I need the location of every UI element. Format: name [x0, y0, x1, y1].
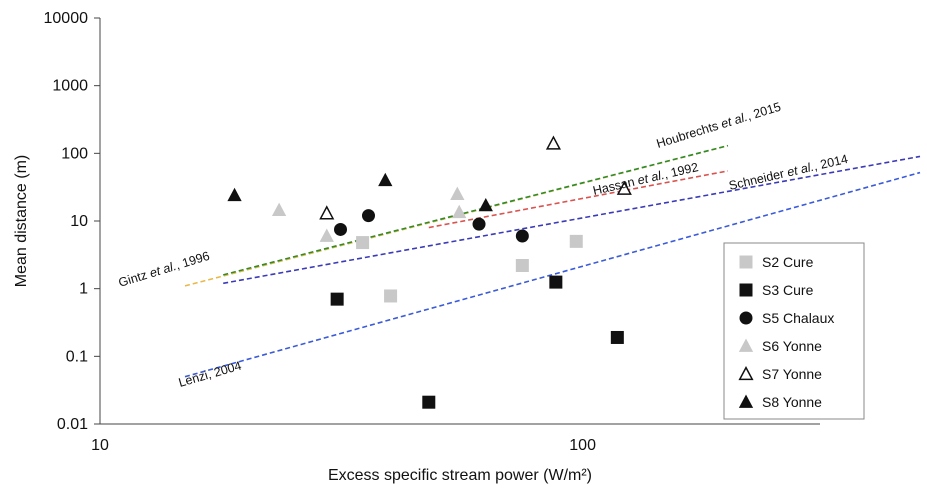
legend: S2 Cure S3 Cure S5 Chalaux S6 Yonne S7 Yonne… [723, 242, 865, 420]
legend-entry: S6 Yonne [762, 338, 822, 354]
reference-line [223, 155, 921, 285]
data-point [356, 236, 370, 250]
data-point [384, 289, 398, 303]
data-point [422, 395, 436, 409]
reference-line-label: Lenzi, 2004 [177, 359, 243, 390]
axes: 0.01 0.1 1 10 100 1000 10000 10 100 [44, 10, 820, 454]
data-point [361, 209, 375, 223]
data-point [271, 202, 287, 216]
y-tick-label: 0.1 [66, 348, 88, 365]
reference-line-label: Houbrechts et al., 2015 [655, 100, 783, 151]
y-tick-label: 10000 [44, 10, 89, 27]
x-axis-title: Excess specific stream power (W/m²) [328, 467, 592, 484]
data-point [334, 222, 348, 236]
data-point [515, 258, 529, 272]
legend-marker [739, 255, 753, 269]
data-point [545, 135, 562, 150]
y-tick-label: 100 [61, 145, 88, 162]
reference-line [184, 171, 921, 378]
reference-line-label: Gintz et al., 1996 [117, 249, 212, 290]
y-tick-label: 10 [70, 213, 88, 230]
legend-marker [739, 283, 753, 297]
data-point [452, 204, 467, 219]
legend-entry: S5 Chalaux [762, 310, 834, 326]
legend-entry: S8 Yonne [762, 394, 822, 410]
data-point [319, 205, 335, 220]
legend-marker [738, 366, 754, 381]
data-point [616, 180, 632, 195]
legend-marker [739, 311, 753, 325]
data-point [319, 228, 334, 242]
data-point [227, 187, 242, 202]
y-tick-label: 0.01 [57, 416, 88, 433]
data-point [330, 292, 344, 306]
x-tick-label: 100 [569, 437, 596, 454]
data-point [549, 275, 563, 289]
y-axis-title: Mean distance (m) [13, 155, 30, 288]
x-tick-label: 10 [91, 437, 109, 454]
data-point [515, 229, 529, 243]
y-tick-label: 1 [79, 281, 88, 298]
legend-marker [738, 338, 754, 352]
legend-entry: S7 Yonne [762, 366, 822, 382]
legend-box [723, 242, 865, 420]
data-point [378, 172, 393, 187]
y-tick-label: 1000 [52, 78, 88, 95]
legend-entry: S2 Cure [762, 254, 814, 270]
legend-entry: S3 Cure [762, 282, 814, 298]
reference-line [223, 144, 729, 276]
data-point [472, 217, 486, 231]
data-point [478, 197, 493, 212]
data-point [450, 186, 465, 200]
legend-marker [738, 394, 754, 408]
data-points [227, 135, 632, 409]
data-point [610, 330, 624, 344]
data-point [569, 234, 583, 248]
